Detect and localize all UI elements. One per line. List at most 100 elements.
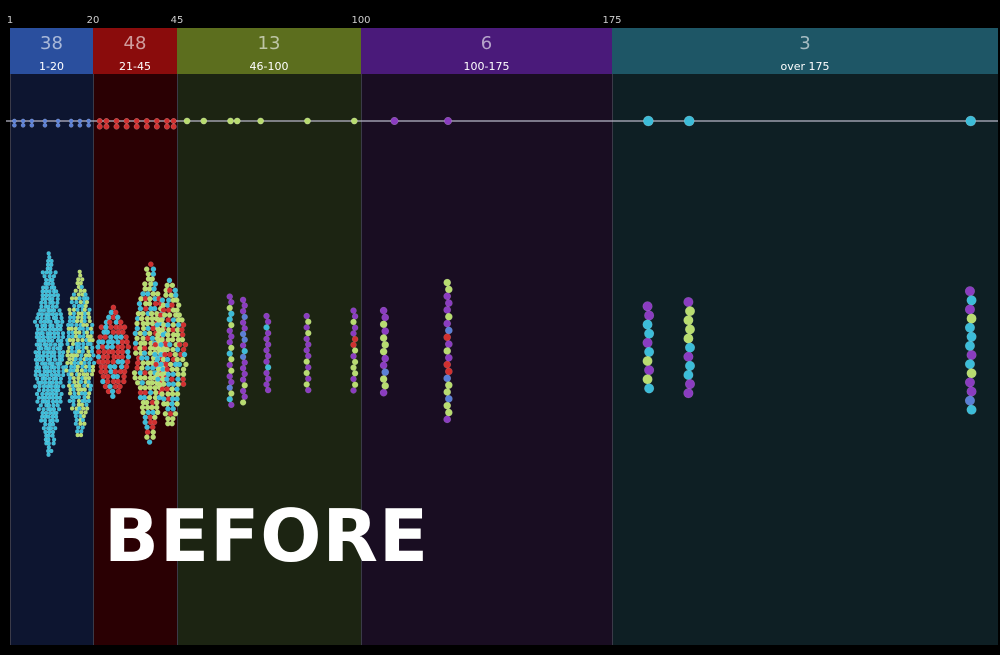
swarm-point bbox=[77, 296, 82, 301]
swarm-point bbox=[81, 406, 86, 411]
x-tick-label: 175 bbox=[602, 15, 621, 26]
swarm-point bbox=[350, 353, 357, 360]
timeline-point bbox=[96, 123, 103, 130]
swarm-point bbox=[644, 346, 655, 357]
swarm-point bbox=[149, 276, 156, 282]
swarm-point bbox=[37, 342, 43, 347]
swarm-point bbox=[38, 319, 43, 324]
swarm-point bbox=[379, 388, 388, 397]
swarm-point bbox=[445, 326, 453, 335]
timeline-point bbox=[123, 123, 130, 130]
swarm-point bbox=[239, 308, 247, 315]
swarm-point bbox=[78, 280, 84, 286]
timeline-point bbox=[29, 122, 35, 128]
swarm-point bbox=[89, 330, 94, 335]
swarm-point bbox=[40, 391, 45, 397]
swarm-point bbox=[173, 297, 180, 303]
swarm-point bbox=[57, 308, 62, 313]
timeline-point bbox=[20, 118, 26, 124]
timeline-point bbox=[443, 116, 453, 126]
swarm-point bbox=[964, 304, 975, 315]
swarm-point bbox=[114, 314, 121, 321]
swarm-point bbox=[169, 282, 176, 289]
swarm-point bbox=[47, 274, 52, 279]
swarm-point bbox=[80, 425, 85, 430]
swarm-point bbox=[55, 388, 61, 393]
swarm-point bbox=[65, 353, 70, 358]
swarm-point bbox=[379, 320, 388, 329]
swarm-point bbox=[71, 402, 76, 407]
swarm-point bbox=[106, 319, 113, 326]
swarm-point bbox=[46, 281, 51, 286]
swarm-point bbox=[174, 401, 180, 407]
swarm-point bbox=[379, 306, 388, 315]
swarm-point bbox=[443, 415, 452, 424]
swarm-point bbox=[75, 364, 81, 369]
swarm-point bbox=[151, 286, 157, 292]
swarm-point bbox=[263, 347, 270, 354]
swarm-point bbox=[350, 364, 357, 371]
swarm-point bbox=[239, 319, 247, 326]
swarm-point bbox=[170, 406, 177, 412]
swarm-point bbox=[84, 402, 89, 407]
timeline-point bbox=[390, 116, 399, 126]
timeline-point bbox=[133, 123, 140, 130]
timeline-point bbox=[643, 115, 654, 127]
swarm-point bbox=[379, 334, 388, 342]
swarm-point bbox=[175, 376, 181, 383]
swarm-point bbox=[95, 353, 102, 360]
swarm-point bbox=[152, 414, 158, 421]
swarm-point bbox=[152, 281, 159, 287]
swarm-point bbox=[77, 334, 82, 339]
swarm-point bbox=[58, 312, 64, 317]
swarm-point bbox=[379, 375, 388, 383]
swarm-point bbox=[46, 433, 51, 438]
swarm-point bbox=[124, 349, 131, 355]
swarm-point bbox=[46, 338, 51, 343]
swarm-point bbox=[445, 285, 453, 294]
swarm-point bbox=[48, 270, 53, 275]
swarm-point bbox=[60, 353, 65, 359]
swarm-point bbox=[137, 305, 144, 312]
swarm-point bbox=[73, 356, 78, 362]
swarm-point bbox=[51, 407, 57, 412]
swarm-point bbox=[149, 424, 156, 431]
swarm-point bbox=[644, 328, 655, 339]
swarm-point bbox=[43, 300, 48, 305]
swarm-point bbox=[50, 281, 55, 286]
swarm-point bbox=[119, 358, 126, 365]
swarm-point bbox=[67, 315, 73, 320]
swarm-point bbox=[239, 399, 247, 406]
swarm-point bbox=[118, 363, 125, 370]
swarm-point bbox=[150, 271, 157, 277]
swarm-point bbox=[52, 357, 58, 362]
swarm-point bbox=[58, 346, 63, 351]
swarm-point bbox=[174, 356, 181, 363]
swarm-point bbox=[112, 309, 119, 316]
swarm-point bbox=[155, 331, 161, 338]
x-tick-label: 1 bbox=[7, 15, 13, 26]
swarm-point bbox=[82, 307, 88, 312]
swarm-point bbox=[82, 398, 88, 404]
swarm-point bbox=[174, 307, 180, 313]
swarm-point bbox=[41, 350, 47, 355]
swarm-point bbox=[41, 426, 47, 431]
swarm-point bbox=[48, 319, 53, 324]
swarm-point bbox=[683, 315, 694, 326]
swarm-point bbox=[66, 383, 72, 388]
swarm-point bbox=[84, 299, 90, 305]
swarm-point bbox=[36, 407, 42, 412]
swarm-point bbox=[77, 330, 82, 335]
swarm-point bbox=[51, 441, 56, 446]
swarm-point bbox=[119, 339, 126, 345]
swarm-point bbox=[305, 352, 312, 360]
timeline-point bbox=[170, 118, 177, 124]
swarm-point bbox=[162, 351, 168, 358]
swarm-point bbox=[54, 380, 59, 385]
swarm-point bbox=[46, 315, 51, 321]
swarm-point bbox=[164, 386, 170, 392]
swarm-point bbox=[39, 300, 44, 305]
swarm-point bbox=[132, 330, 139, 337]
bin-panel bbox=[361, 28, 612, 645]
swarm-point bbox=[443, 360, 452, 369]
